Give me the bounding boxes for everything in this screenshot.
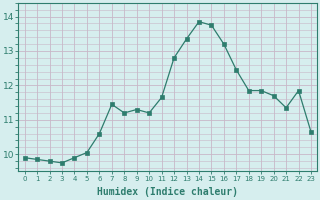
X-axis label: Humidex (Indice chaleur): Humidex (Indice chaleur) bbox=[97, 187, 238, 197]
